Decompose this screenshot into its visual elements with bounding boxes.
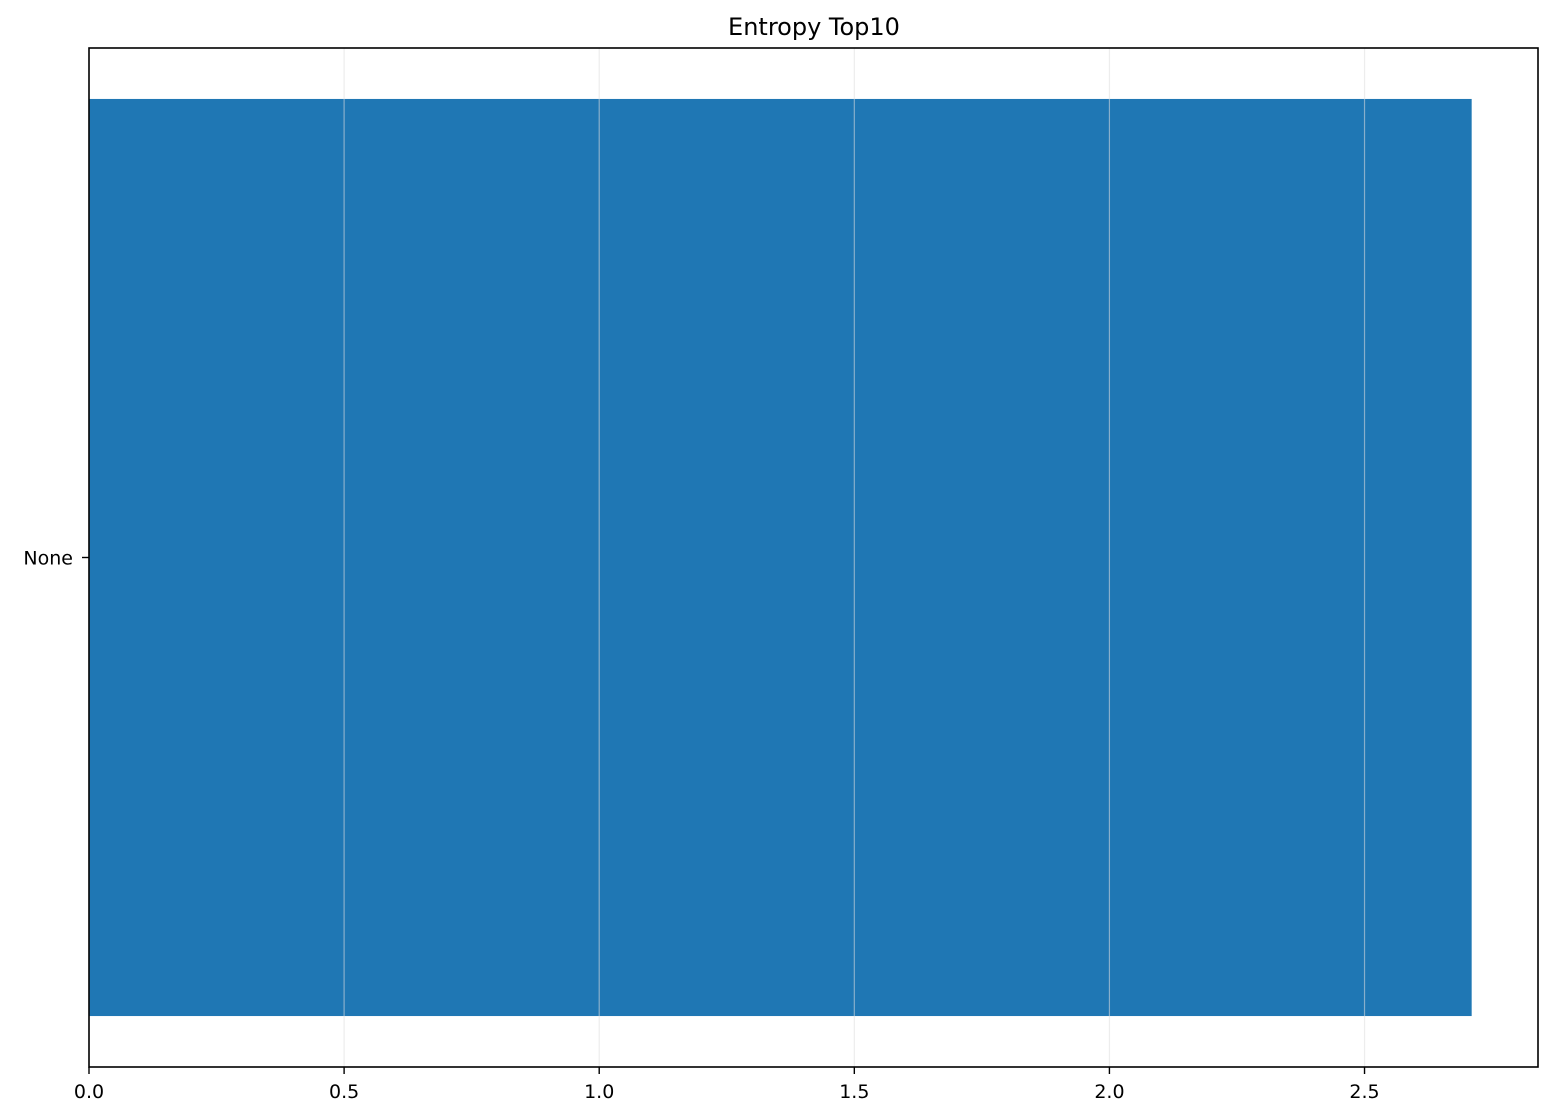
x-axis-ticks: 0.0 0.5 1.0 1.5 2.0 2.5 [74, 1067, 1380, 1103]
bar-none [89, 98, 1472, 1017]
x-tick-label-0: 0.0 [74, 1081, 104, 1103]
plot-frame [88, 47, 1539, 1068]
x-tick-label-3: 1.5 [839, 1081, 869, 1103]
y-tick-label-0: None [23, 548, 73, 570]
x-tick-label-5: 2.5 [1349, 1081, 1379, 1103]
x-tick-label-4: 2.0 [1094, 1081, 1124, 1103]
bars [89, 98, 1472, 1017]
y-axis-ticks: None [23, 548, 89, 570]
x-tick-label-2: 1.0 [584, 1081, 614, 1103]
x-tick-label-1: 0.5 [329, 1081, 359, 1103]
chart-title: Entropy Top10 [728, 13, 900, 41]
